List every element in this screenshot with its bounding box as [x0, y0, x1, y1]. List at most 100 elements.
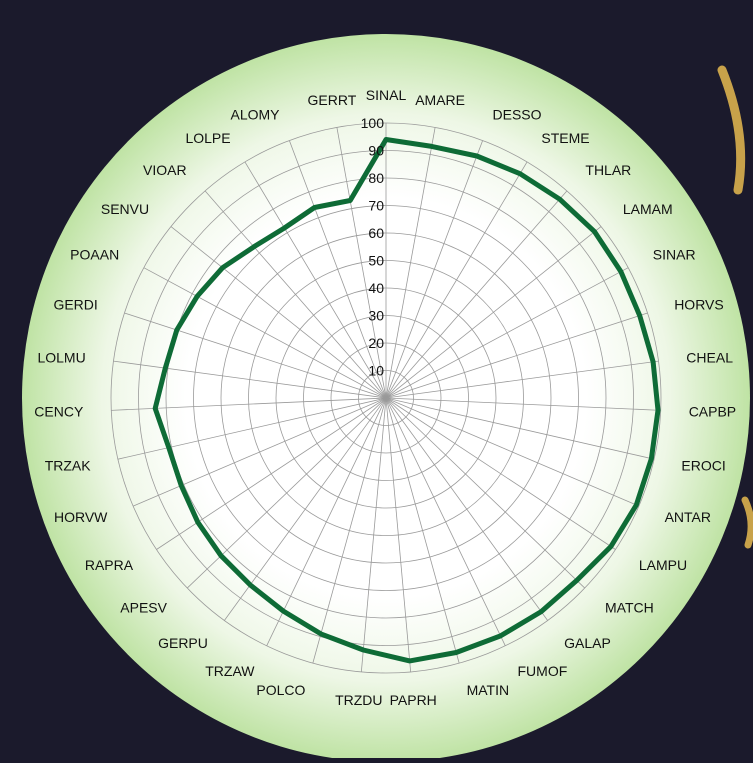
- grid-spoke: [288, 140, 387, 399]
- category-label-amare: AMARE: [415, 92, 465, 108]
- category-label-match: MATCH: [605, 599, 654, 615]
- data-point-trzdu: [361, 648, 365, 652]
- data-point-senvu: [221, 266, 225, 270]
- category-label-gerdi: GERDI: [53, 296, 97, 312]
- grid-spoke: [385, 397, 586, 589]
- category-label-lolpe: LOLPE: [185, 130, 230, 146]
- category-label-vioar: VIOAR: [143, 162, 187, 178]
- category-label-cency: CENCY: [34, 404, 84, 420]
- grid-spoke: [385, 267, 629, 399]
- data-point-alomy: [313, 206, 316, 209]
- grid-spoke: [360, 397, 387, 672]
- grid-spoke: [385, 397, 412, 672]
- grid-spoke: [204, 190, 387, 399]
- data-point-gerrt: [348, 199, 352, 202]
- tick-label: 100: [361, 115, 385, 131]
- category-label-matin: MATIN: [467, 682, 510, 698]
- grid-spoke: [385, 397, 661, 411]
- data-point-antar: [634, 503, 638, 507]
- tick-label: 10: [368, 363, 384, 379]
- data-point-amare: [430, 144, 434, 148]
- category-label-lamam: LAMAM: [623, 201, 673, 217]
- data-point-apesv: [219, 554, 223, 558]
- grid-spoke: [385, 190, 568, 399]
- grid-spoke: [385, 397, 460, 664]
- category-label-thlar: THLAR: [585, 162, 631, 178]
- tick-label: 40: [368, 280, 384, 296]
- grid-spoke: [312, 397, 387, 664]
- data-point-cheal: [651, 360, 655, 364]
- grid-spoke: [124, 312, 387, 399]
- category-label-desso: DESSO: [493, 106, 542, 122]
- data-point-matin: [454, 651, 458, 654]
- data-point-cency: [153, 406, 157, 410]
- data-point-gerdi: [175, 328, 179, 332]
- category-label-lampu: LAMPU: [639, 557, 687, 573]
- category-label-gerrt: GERRT: [308, 92, 357, 108]
- wheat-stalk-decoration: [717, 65, 753, 549]
- data-point-capbp: [656, 408, 660, 412]
- grid-spoke: [266, 397, 387, 646]
- category-labels: SINAL AMARE DESSO STEME THLAR LAMAM SINAR HORVS…: [34, 87, 736, 708]
- grid-spoke: [385, 312, 648, 399]
- category-label-steme: STEME: [541, 130, 589, 146]
- data-point-fumof: [499, 634, 502, 638]
- data-point-paprh: [408, 659, 412, 663]
- data-point-galap: [539, 610, 543, 614]
- category-label-horvs: HORVS: [674, 296, 724, 312]
- data-point-lolpe: [282, 226, 286, 230]
- category-label-senvu: SENVU: [101, 201, 149, 217]
- data-point-rapra: [196, 520, 200, 524]
- data-point-lolmu: [163, 366, 167, 370]
- category-label-trzaw: TRZAW: [205, 663, 255, 679]
- category-label-alomy: ALOMY: [230, 106, 280, 122]
- grid-spoke: [385, 397, 655, 460]
- tick-label: 90: [368, 143, 384, 159]
- data-point-polco: [319, 632, 323, 636]
- grid-spoke: [117, 397, 387, 460]
- tick-label: 60: [368, 225, 384, 241]
- grid-spoke: [385, 397, 640, 507]
- data-point-gerpu: [248, 583, 252, 587]
- grid-spoke: [385, 140, 484, 399]
- data-point-trzaw: [281, 609, 285, 613]
- grid-spoke: [385, 161, 528, 399]
- category-label-polco: POLCO: [256, 682, 305, 698]
- series-layer: [152, 137, 661, 664]
- radial-ticks: 10 20 30 40 50 60 70 80 90 100: [361, 115, 385, 379]
- category-label-rapra: RAPRA: [85, 557, 134, 573]
- grid-spoke: [170, 226, 387, 399]
- data-point-thlar: [558, 197, 562, 201]
- grid-spoke: [244, 161, 387, 399]
- category-label-cheal: CHEAL: [686, 349, 733, 365]
- grid-spoke: [336, 127, 387, 399]
- category-label-trzak: TRZAK: [45, 457, 92, 473]
- data-point-sinal: [384, 138, 388, 141]
- grid-spoke: [385, 397, 616, 550]
- grid-spoke: [132, 397, 387, 507]
- category-label-fumof: FUMOF: [518, 663, 568, 679]
- data-point-lampu: [609, 545, 613, 548]
- category-label-sinar: SINAR: [653, 246, 696, 262]
- tick-label: 70: [368, 198, 384, 214]
- category-label-eroci: EROCI: [681, 457, 725, 473]
- data-point-match: [575, 578, 579, 582]
- grid-spoke: [156, 397, 387, 550]
- tick-label: 80: [368, 170, 384, 186]
- tick-label: 20: [368, 335, 384, 351]
- category-label-sinal: SINAL: [366, 87, 407, 103]
- tick-label: 30: [368, 308, 384, 324]
- grid-spoke: [113, 360, 387, 399]
- category-label-gerpu: GERPU: [158, 635, 208, 651]
- data-point-lamam: [593, 230, 597, 234]
- data-point-trzak: [167, 446, 171, 450]
- category-label-horvw: HORVW: [54, 509, 108, 525]
- grid-spoke: [385, 127, 436, 399]
- data-point-desso: [475, 154, 479, 158]
- grid-spoke: [385, 360, 659, 399]
- data-point-eroci: [649, 457, 653, 461]
- grid-spoke: [143, 267, 387, 399]
- category-label-capbp: CAPBP: [689, 404, 736, 420]
- category-label-apesv: APESV: [120, 599, 167, 615]
